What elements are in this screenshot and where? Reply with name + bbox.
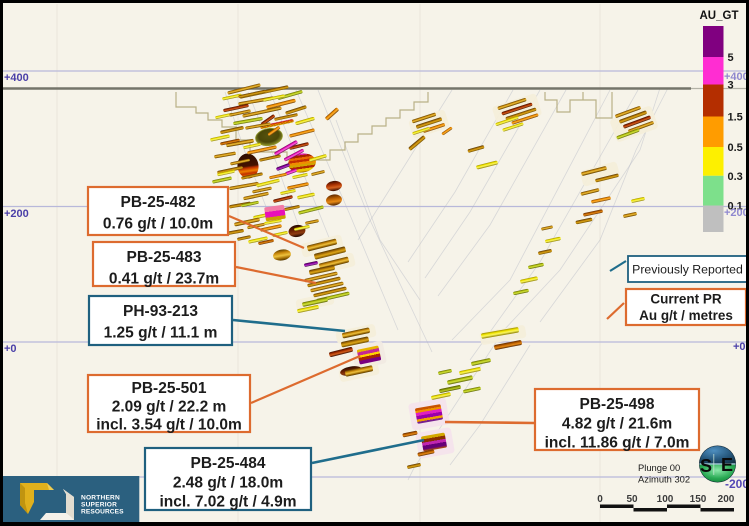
svg-text:Azimuth 302: Azimuth 302 — [638, 474, 690, 485]
svg-text:4.82 g/t / 21.6m: 4.82 g/t / 21.6m — [562, 416, 672, 433]
svg-text:E: E — [721, 455, 733, 475]
svg-text:0: 0 — [597, 494, 603, 505]
svg-text:2.48 g/t / 18.0m: 2.48 g/t / 18.0m — [173, 475, 283, 492]
svg-text:+400: +400 — [4, 72, 29, 84]
svg-text:RESOURCES: RESOURCES — [81, 509, 124, 516]
svg-text:S: S — [700, 456, 712, 476]
svg-text:+0: +0 — [733, 341, 746, 353]
svg-text:incl. 11.86 g/t / 7.0m: incl. 11.86 g/t / 7.0m — [545, 435, 690, 452]
svg-text:-200: -200 — [725, 477, 749, 491]
svg-text:0.1: 0.1 — [728, 201, 743, 213]
svg-text:1.5: 1.5 — [728, 112, 743, 124]
svg-text:Current PR: Current PR — [650, 292, 722, 307]
svg-text:NORTHERN: NORTHERN — [81, 495, 120, 502]
svg-text:0.3: 0.3 — [728, 171, 743, 183]
svg-text:PH-93-213: PH-93-213 — [123, 303, 198, 320]
svg-text:+400: +400 — [724, 71, 749, 83]
svg-text:0.76 g/t / 10.0m: 0.76 g/t / 10.0m — [103, 216, 213, 233]
svg-text:0.41 g/t / 23.7m: 0.41 g/t / 23.7m — [109, 271, 219, 288]
svg-text:PB-25-482: PB-25-482 — [121, 194, 196, 211]
svg-text:0.5: 0.5 — [728, 142, 743, 154]
svg-text:150: 150 — [690, 494, 707, 505]
svg-text:+0: +0 — [4, 343, 17, 355]
svg-text:Au g/t / metres: Au g/t / metres — [639, 308, 733, 323]
svg-text:incl. 7.02 g/t / 4.9m: incl. 7.02 g/t / 4.9m — [160, 494, 297, 511]
svg-text:SUPERIOR: SUPERIOR — [81, 502, 117, 509]
svg-text:50: 50 — [626, 494, 638, 505]
svg-text:incl. 3.54 g/t / 10.0m: incl. 3.54 g/t / 10.0m — [96, 417, 242, 434]
svg-text:PB-25-484: PB-25-484 — [191, 455, 266, 472]
svg-text:AU_GT: AU_GT — [700, 10, 739, 22]
svg-text:Previously Reported: Previously Reported — [632, 263, 743, 277]
svg-text:PB-25-501: PB-25-501 — [132, 380, 207, 397]
svg-text:Plunge 00: Plunge 00 — [638, 462, 680, 473]
svg-text:PB-25-483: PB-25-483 — [127, 249, 202, 266]
svg-text:5: 5 — [728, 52, 734, 64]
svg-text:+200: +200 — [724, 207, 749, 219]
svg-text:2.09 g/t / 22.2 m: 2.09 g/t / 22.2 m — [112, 399, 227, 416]
svg-text:200: 200 — [718, 494, 735, 505]
svg-text:+200: +200 — [4, 208, 29, 220]
svg-text:3: 3 — [728, 80, 734, 92]
svg-text:1.25 g/t / 11.1 m: 1.25 g/t / 11.1 m — [104, 325, 218, 342]
svg-text:100: 100 — [657, 494, 674, 505]
svg-text:PB-25-498: PB-25-498 — [580, 396, 655, 413]
